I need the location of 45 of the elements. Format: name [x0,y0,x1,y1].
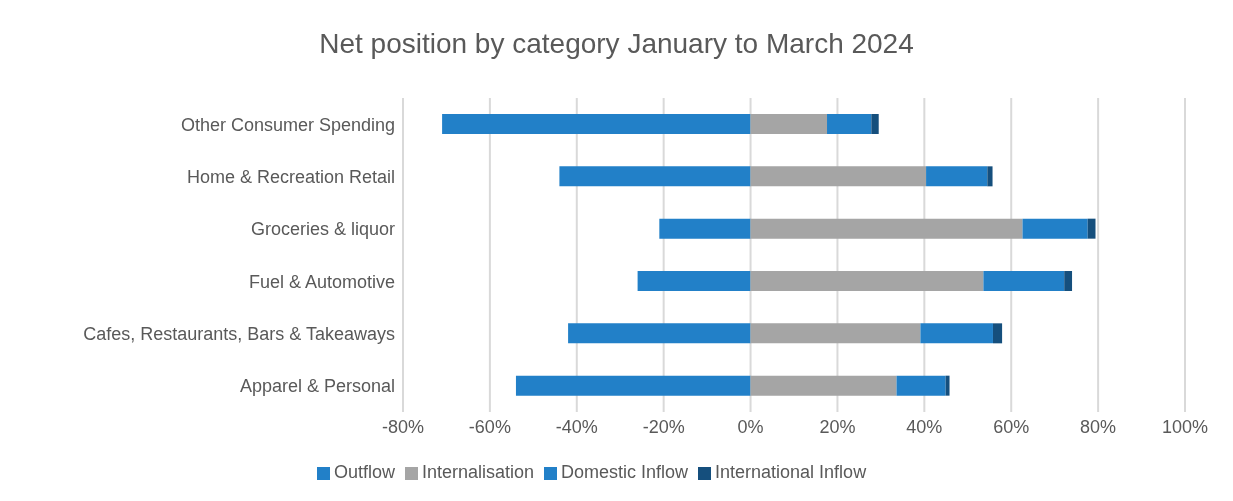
x-tick-label: -20% [642,416,685,437]
bar [983,271,1065,291]
x-tick-label: -40% [555,416,598,437]
bar [637,271,751,291]
bar [559,166,751,187]
y-tick-label: Apparel & Personal [239,376,395,397]
bar [750,218,1023,239]
bar [926,166,988,187]
bar [987,166,993,187]
bar [827,114,872,134]
y-tick-label: Groceries & liquor [250,219,395,240]
bar [515,375,751,396]
y-tick-label: Fuel & Automotive [248,271,395,292]
bar [750,271,984,291]
legend-label: Internalisation [421,462,534,482]
x-tick-label: -80% [381,416,425,437]
y-tick-label: Other Consumer Spending [180,114,395,135]
x-tick-label: 60% [993,416,1030,437]
bar [1087,218,1096,239]
x-tick-label: -60% [468,416,511,437]
bar [896,375,946,396]
x-tick-label: 80% [1080,416,1117,437]
bar [750,166,927,187]
bar [750,375,897,396]
x-tick-label: 100% [1161,416,1209,437]
y-tick-label: Cafes, Restaurants, Bars & Takeaways [83,323,395,344]
bar [1064,271,1073,291]
chart-title: Net position by category January to March 2024 [318,27,915,61]
x-tick-label: 0% [737,416,764,437]
bar [992,323,1003,344]
bar [945,375,950,396]
bar [442,114,751,134]
bar [750,114,828,134]
legend-label: Domestic Inflow [560,462,689,482]
bar [1022,218,1088,239]
bar [920,323,993,344]
x-tick-label: 20% [819,416,856,437]
bar [659,218,751,239]
bar [871,114,879,134]
x-tick-label: 40% [906,416,943,437]
bar [568,323,751,344]
legend-label: Outflow [333,462,395,482]
legend-label: International Inflow [715,462,867,482]
bar [750,323,921,344]
y-tick-label: Home & Recreation Retail [186,166,395,187]
